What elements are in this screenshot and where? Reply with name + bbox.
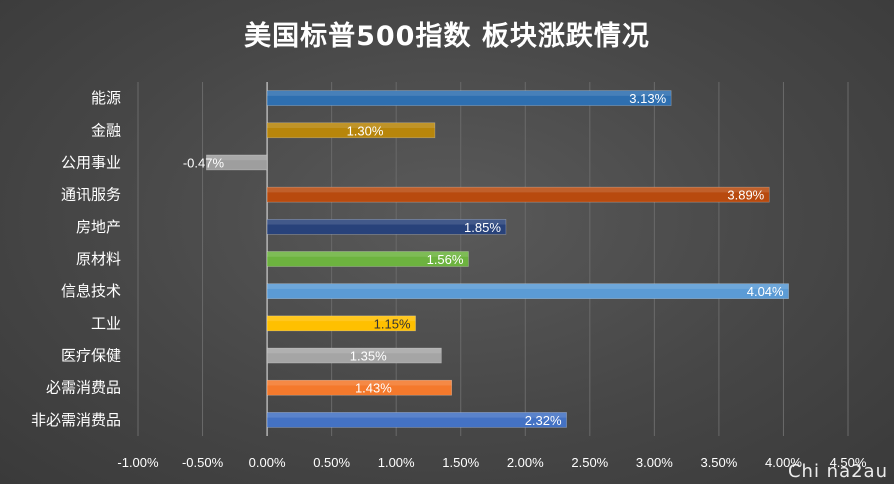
bar xyxy=(266,379,452,396)
bar-group xyxy=(266,315,416,332)
category-label: 必需消费品 xyxy=(46,379,121,397)
bar-highlight xyxy=(267,412,567,418)
category-label: 医疗保健 xyxy=(61,347,121,365)
data-label: 1.56% xyxy=(427,252,464,267)
x-tick-label: 0.00% xyxy=(249,455,286,470)
x-tick-label: 4.00% xyxy=(765,455,802,470)
data-label: 1.85% xyxy=(464,220,501,235)
data-label: 2.32% xyxy=(525,413,562,428)
x-tick-label: 1.00% xyxy=(378,455,415,470)
bar-highlight xyxy=(267,315,416,322)
bar-highlight xyxy=(267,122,435,129)
labels: -1.00% -0.50% 0.00% 0.50% 1.00% 1.50% 2.00% 2.5… xyxy=(31,89,867,470)
data-label: 1.35% xyxy=(350,349,387,364)
x-tick-label: 4.50% xyxy=(830,455,867,470)
bar-group xyxy=(266,347,442,364)
category-label: 非必需消费品 xyxy=(31,411,121,429)
data-label: 3.89% xyxy=(727,188,764,203)
category-label: 公用事业 xyxy=(61,153,121,171)
bar xyxy=(266,219,507,235)
data-label: 3.13% xyxy=(629,91,666,106)
category-label: 金融 xyxy=(91,121,121,139)
category-label: 房地产 xyxy=(76,218,121,236)
x-tick-label: 3.00% xyxy=(636,455,673,470)
data-label: -0.47% xyxy=(183,155,225,170)
category-label: 通讯服务 xyxy=(61,186,121,204)
data-label: 1.43% xyxy=(355,381,392,396)
bar xyxy=(266,347,442,364)
bar-highlight xyxy=(206,154,268,161)
bar xyxy=(266,186,770,203)
bar xyxy=(266,122,436,139)
gridlines xyxy=(137,82,849,436)
watermark: Chi na2au xyxy=(787,461,888,482)
bar-highlight xyxy=(267,283,789,289)
chart-title: 美国标普500指数 板块涨跌情况 xyxy=(244,21,650,52)
bar-highlight xyxy=(267,348,442,354)
bar-highlight xyxy=(267,187,770,193)
bar xyxy=(266,315,416,332)
bar-highlight xyxy=(267,219,506,225)
x-tick-label: 2.00% xyxy=(507,455,544,470)
data-label: 4.04% xyxy=(747,284,784,299)
bar-highlight xyxy=(267,90,672,96)
bar-highlight xyxy=(267,380,452,386)
bars xyxy=(206,90,789,428)
bar-group xyxy=(266,283,789,299)
bar-group xyxy=(266,379,452,396)
x-tick-label: 2.50% xyxy=(571,455,608,470)
bar-group xyxy=(266,251,469,267)
x-tick-label: 1.50% xyxy=(442,455,479,470)
bar xyxy=(266,412,567,428)
x-tick-label: 0.50% xyxy=(313,455,350,470)
x-tick-label: 3.50% xyxy=(700,455,737,470)
bar-group xyxy=(206,154,268,171)
category-label: 工业 xyxy=(91,314,121,332)
bar xyxy=(206,154,268,171)
bar-group xyxy=(266,122,436,139)
bar xyxy=(266,90,672,106)
data-label: 1.15% xyxy=(374,316,411,331)
bar-group xyxy=(266,186,770,203)
bar-group xyxy=(266,90,672,106)
bar-group xyxy=(266,219,507,235)
x-tick-label: -1.00% xyxy=(117,455,159,470)
bar xyxy=(266,283,789,299)
bar-group xyxy=(266,412,567,428)
x-tick-label: -0.50% xyxy=(182,455,224,470)
category-label: 能源 xyxy=(91,89,121,107)
bar xyxy=(266,251,469,267)
data-label: 1.30% xyxy=(347,123,384,138)
bar-highlight xyxy=(267,251,469,257)
category-label: 原材料 xyxy=(76,250,121,268)
category-label: 信息技术 xyxy=(61,282,121,300)
